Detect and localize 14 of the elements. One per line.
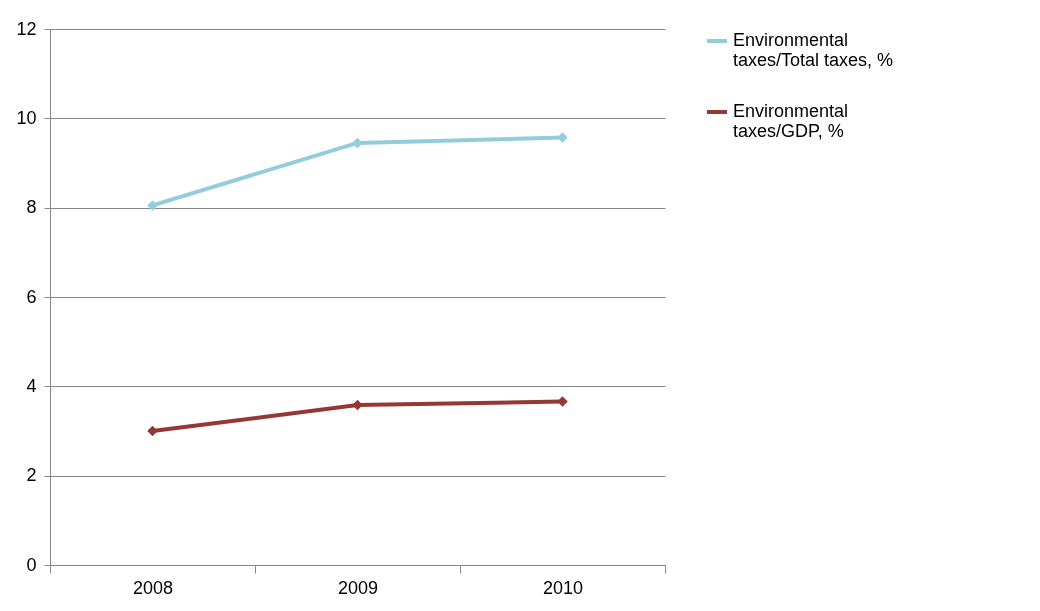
x-tick-label: 2010	[542, 577, 584, 598]
x-tick-label: 2009	[337, 577, 379, 598]
legend-label: Environmental taxes/Total taxes, %	[733, 30, 894, 70]
y-tick-label: 0	[26, 554, 37, 575]
y-tick-label: 6	[26, 286, 37, 307]
point	[147, 200, 158, 211]
y-tick-label: 2	[26, 465, 37, 486]
y-tick-label: 8	[26, 197, 37, 218]
x-tick-label: 2008	[132, 577, 174, 598]
point	[147, 425, 158, 437]
y-tick-label: 4	[26, 375, 37, 396]
legend-label: Environmental taxes/GDP, %	[733, 101, 849, 141]
y-tick-label: 10	[16, 107, 37, 128]
y-tick-label: 12	[16, 18, 37, 39]
